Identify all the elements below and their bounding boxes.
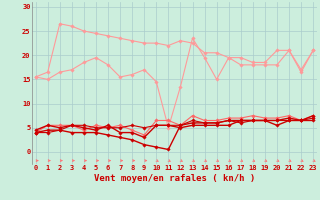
X-axis label: Vent moyen/en rafales ( kn/h ): Vent moyen/en rafales ( kn/h ) [94,174,255,183]
